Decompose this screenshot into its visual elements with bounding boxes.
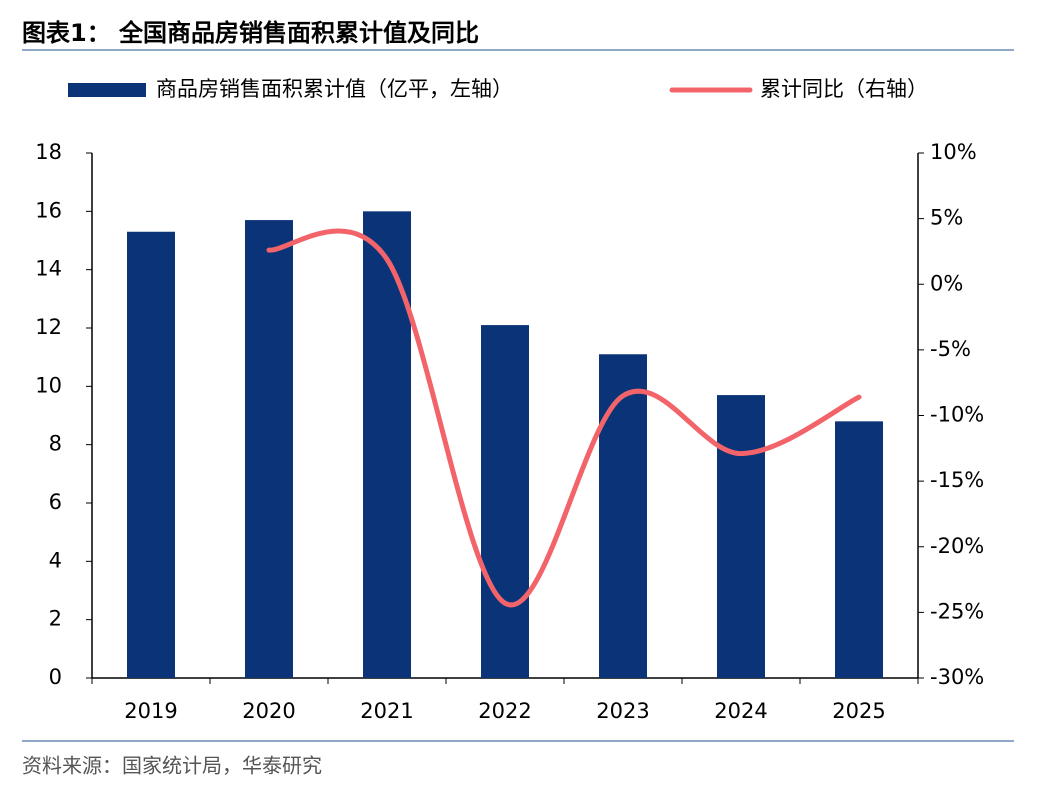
bar [717, 395, 765, 678]
line [266, 228, 862, 608]
y-tick-label: 14 [35, 257, 62, 281]
x-tick-label: 2020 [242, 699, 295, 723]
y-tick-label: 2 [49, 607, 62, 631]
y2-tick-label: 10% [930, 140, 977, 164]
bar [599, 354, 647, 678]
bar [363, 211, 411, 679]
legend-label: 累计同比（右轴） [760, 77, 928, 101]
chart-title: 图表1： 全国商品房销售面积累计值及同比 [22, 19, 479, 47]
bar [481, 325, 529, 678]
bar [245, 220, 293, 679]
y-tick-label: 4 [49, 548, 62, 572]
x-tick-label: 2023 [596, 699, 649, 723]
y-tick-label: 18 [35, 140, 62, 164]
y2-tick-label: -20% [930, 534, 984, 558]
y-tick-label: 8 [49, 432, 62, 456]
x-tick-label: 2025 [832, 699, 885, 723]
x-tick-label: 2022 [478, 699, 531, 723]
y2-tick-label: 5% [930, 206, 963, 230]
y-tick-label: 6 [49, 490, 62, 514]
y-tick-label: 16 [35, 198, 62, 222]
x-tick-label: 2021 [360, 699, 413, 723]
legend-label: 商品房销售面积累计值（亿平，左轴） [156, 77, 513, 101]
y-tick-label: 0 [49, 665, 62, 689]
y2-tick-label: -15% [930, 468, 984, 492]
y-tick-label: 12 [35, 315, 62, 339]
y2-tick-label: -10% [930, 403, 984, 427]
x-tick-label: 2024 [714, 699, 767, 723]
bar [835, 421, 883, 678]
legend-swatch [68, 83, 146, 97]
y-tick-label: 10 [35, 373, 62, 397]
bar [127, 231, 175, 678]
y2-tick-label: -25% [930, 599, 984, 623]
x-tick-label: 2019 [124, 699, 177, 723]
y2-tick-label: 0% [930, 271, 963, 295]
y2-tick-label: -30% [930, 665, 984, 689]
source: 资料来源：国家统计局，华泰研究 [22, 754, 322, 778]
y2-tick-label: -5% [930, 337, 971, 361]
